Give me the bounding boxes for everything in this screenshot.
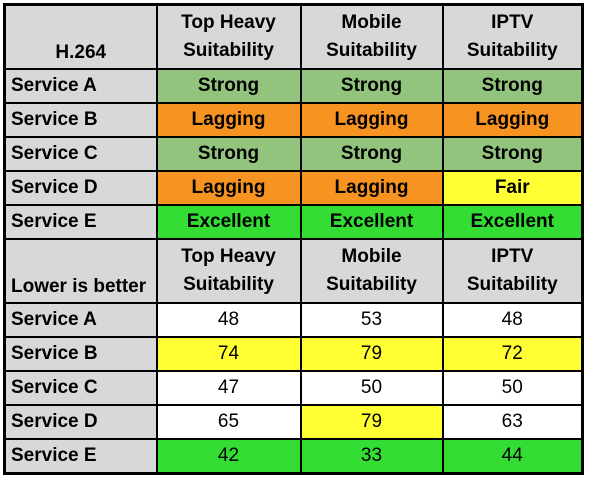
column-header-line: Top Heavy [181,246,276,267]
score-cell: 50 [441,370,584,406]
rating-cell: Strong [299,136,444,172]
header-row: Lower is better Top Heavy Suitability Mo… [3,238,584,304]
score-cell: 65 [155,404,302,440]
table-row: Service B 74 79 72 [3,336,584,372]
column-header-line: Mobile [341,12,402,33]
score-cell: 44 [441,438,584,475]
score-cell: 50 [299,370,444,406]
column-header-line: Suitability [466,274,558,295]
rating-cell: Strong [441,68,584,104]
column-header-iptv: IPTV Suitability [441,238,584,304]
column-header-mobile: Mobile Suitability [299,3,444,70]
rating-cell: Lagging [299,102,444,138]
column-header-iptv: IPTV Suitability [441,3,584,70]
score-cell: 79 [299,404,444,440]
table-row: Service C 47 50 50 [3,370,584,406]
score-cell: 74 [155,336,302,372]
column-header-line: Top Heavy [181,12,276,33]
table-row: Service C Strong Strong Strong [3,136,584,172]
score-cell: 63 [441,404,584,440]
table-row: Service A 48 53 48 [3,302,584,338]
lower-is-better-label: Lower is better [3,238,158,304]
column-header-line: Suitability [326,274,417,295]
table-row: Service E 42 33 44 [3,438,584,475]
rating-cell: Lagging [155,170,302,206]
rating-cell: Strong [441,136,584,172]
table-row: Service D 65 79 63 [3,404,584,440]
codec-label: H.264 [3,3,158,70]
rating-cell: Strong [155,136,302,172]
row-label: Service E [3,438,158,475]
score-cell: 53 [299,302,444,338]
column-header-line: IPTV [491,246,534,267]
rating-cell: Excellent [299,204,444,240]
column-header-line: Suitability [326,40,417,61]
header-row: H.264 Top Heavy Suitability Mobile Suita… [3,3,584,70]
score-cell: 79 [299,336,444,372]
column-header-top-heavy: Top Heavy Suitability [155,3,302,70]
rating-cell: Excellent [441,204,584,240]
table-row: Service E Excellent Excellent Excellent [3,204,584,240]
table-row: Service D Lagging Lagging Fair [3,170,584,206]
rating-cell: Lagging [299,170,444,206]
column-header-line: Suitability [183,40,274,61]
row-label: Service D [3,170,158,206]
row-label: Service B [3,102,158,138]
rating-cell: Lagging [441,102,584,138]
table-row: Service A Strong Strong Strong [3,68,584,104]
rating-cell: Fair [441,170,584,206]
row-label: Service A [3,302,158,338]
column-header-top-heavy: Top Heavy Suitability [155,238,302,304]
row-label: Service A [3,68,158,104]
comparison-table: H.264 Top Heavy Suitability Mobile Suita… [3,3,584,475]
row-label: Service C [3,370,158,406]
score-cell: 48 [155,302,302,338]
score-cell: 48 [441,302,584,338]
row-label: Service D [3,404,158,440]
rating-cell: Strong [155,68,302,104]
column-header-line: Suitability [183,274,274,295]
row-label: Service E [3,204,158,240]
rating-cell: Strong [299,68,444,104]
score-cell: 72 [441,336,584,372]
score-cell: 47 [155,370,302,406]
row-label: Service B [3,336,158,372]
column-header-line: Mobile [341,246,402,267]
column-header-mobile: Mobile Suitability [299,238,444,304]
score-cell: 33 [299,438,444,475]
rating-cell: Lagging [155,102,302,138]
column-header-line: IPTV [491,12,534,33]
row-label: Service C [3,136,158,172]
rating-cell: Excellent [155,204,302,240]
score-cell: 42 [155,438,302,475]
column-header-line: Suitability [466,40,558,61]
table-row: Service B Lagging Lagging Lagging [3,102,584,138]
